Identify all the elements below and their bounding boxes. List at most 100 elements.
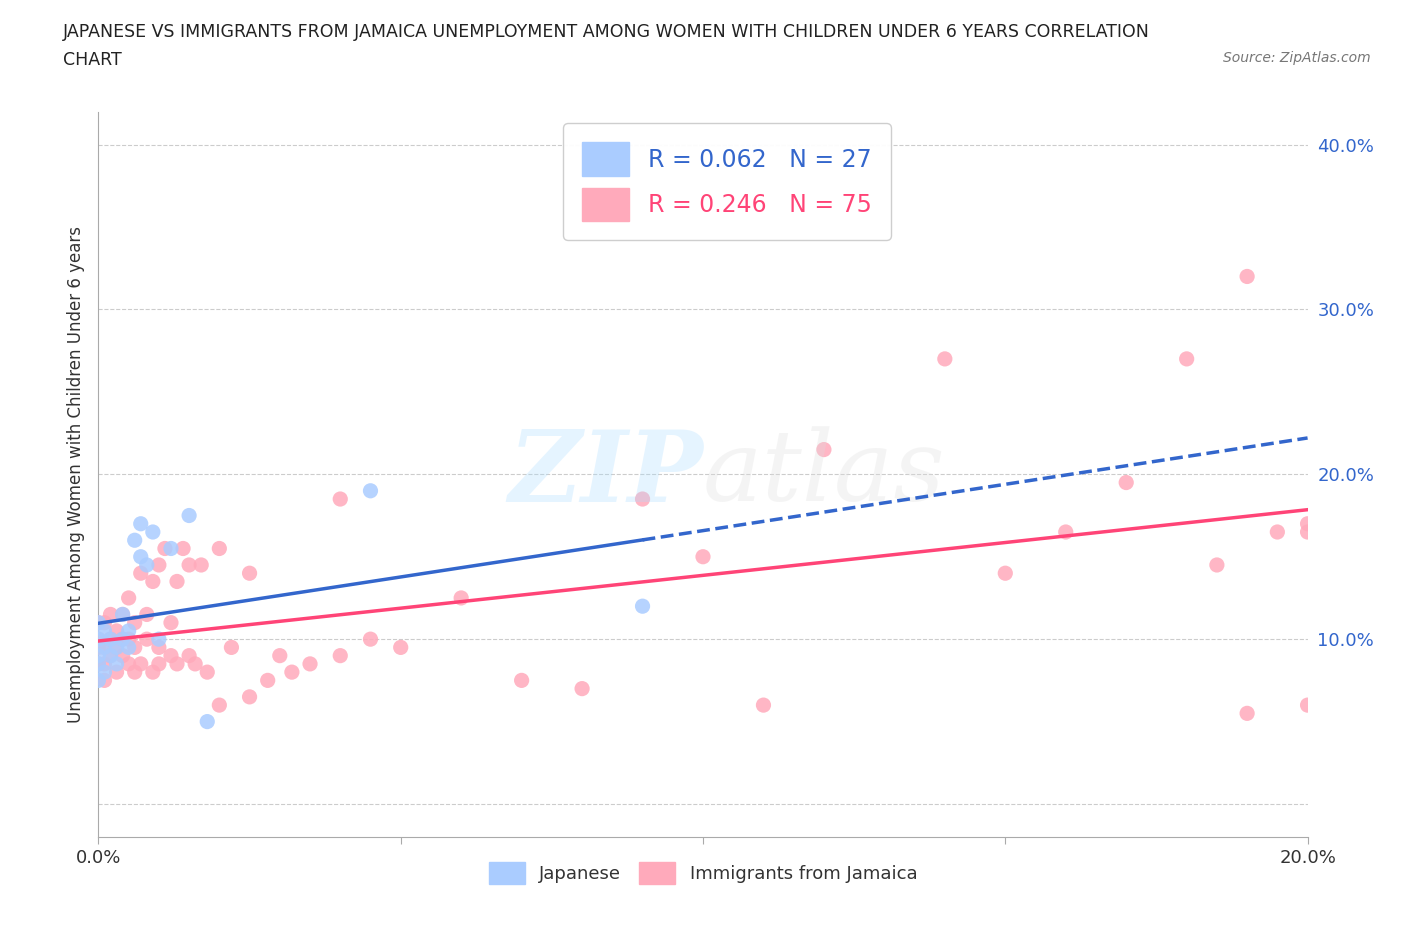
Point: [153, 541, 176, 556]
Point: [105, 623, 128, 638]
Point: [100, 648, 122, 663]
Point: [752, 698, 775, 712]
Point: [93, 673, 115, 688]
Point: [934, 352, 956, 366]
Point: [1054, 525, 1077, 539]
Point: [184, 657, 207, 671]
Point: [93, 657, 115, 671]
Point: [148, 657, 170, 671]
Point: [129, 550, 152, 565]
Point: [118, 623, 141, 638]
Point: [179, 648, 201, 663]
Point: [111, 607, 134, 622]
Point: [87, 657, 110, 671]
Legend: Japanese, Immigrants from Jamaica: Japanese, Immigrants from Jamaica: [479, 853, 927, 893]
Point: [1175, 352, 1198, 366]
Point: [160, 616, 183, 631]
Point: [269, 648, 291, 663]
Text: ZIP: ZIP: [509, 426, 704, 523]
Point: [179, 508, 201, 523]
Point: [87, 631, 110, 646]
Point: [87, 616, 110, 631]
Point: [124, 665, 146, 680]
Point: [510, 673, 533, 688]
Point: [329, 492, 352, 507]
Text: JAPANESE VS IMMIGRANTS FROM JAMAICA UNEMPLOYMENT AMONG WOMEN WITH CHILDREN UNDER: JAPANESE VS IMMIGRANTS FROM JAMAICA UNEM…: [63, 23, 1150, 41]
Point: [87, 640, 110, 655]
Point: [329, 648, 352, 663]
Point: [172, 541, 194, 556]
Point: [124, 533, 146, 548]
Point: [1296, 516, 1319, 531]
Point: [256, 673, 278, 688]
Point: [142, 574, 165, 589]
Point: [239, 689, 262, 704]
Point: [631, 492, 654, 507]
Point: [129, 657, 152, 671]
Point: [124, 640, 146, 655]
Point: [93, 640, 115, 655]
Point: [111, 648, 134, 663]
Point: [118, 591, 141, 605]
Point: [221, 640, 243, 655]
Point: [1236, 269, 1258, 284]
Point: [1296, 698, 1319, 712]
Point: [195, 714, 218, 729]
Point: [100, 631, 122, 646]
Point: [239, 565, 262, 580]
Point: [571, 681, 593, 696]
Point: [87, 616, 110, 631]
Point: [135, 631, 157, 646]
Point: [281, 665, 304, 680]
Point: [129, 516, 152, 531]
Point: [190, 558, 212, 573]
Point: [195, 665, 218, 680]
Point: [93, 616, 115, 631]
Point: [166, 574, 188, 589]
Point: [299, 657, 322, 671]
Point: [87, 631, 110, 646]
Point: [148, 558, 170, 573]
Point: [389, 640, 412, 655]
Point: [1236, 706, 1258, 721]
Point: [166, 657, 188, 671]
Point: [93, 640, 115, 655]
Point: [360, 484, 382, 498]
Point: [118, 657, 141, 671]
Point: [87, 657, 110, 671]
Point: [93, 623, 115, 638]
Point: [179, 558, 201, 573]
Point: [160, 648, 183, 663]
Point: [631, 599, 654, 614]
Point: [105, 657, 128, 671]
Point: [105, 665, 128, 680]
Point: [105, 640, 128, 655]
Point: [1267, 525, 1289, 539]
Point: [111, 631, 134, 646]
Point: [142, 665, 165, 680]
Point: [135, 607, 157, 622]
Point: [148, 631, 170, 646]
Point: [813, 442, 835, 457]
Point: [1296, 525, 1319, 539]
Point: [87, 673, 110, 688]
Point: [208, 698, 231, 712]
Text: atlas: atlas: [703, 427, 945, 522]
Point: [1206, 558, 1229, 573]
Point: [450, 591, 472, 605]
Point: [100, 631, 122, 646]
Point: [87, 648, 110, 663]
Point: [100, 648, 122, 663]
Point: [360, 631, 382, 646]
Point: [111, 607, 134, 622]
Point: [124, 616, 146, 631]
Text: Source: ZipAtlas.com: Source: ZipAtlas.com: [1223, 51, 1371, 65]
Point: [105, 640, 128, 655]
Point: [1115, 475, 1137, 490]
Point: [93, 665, 115, 680]
Point: [135, 558, 157, 573]
Point: [100, 607, 122, 622]
Point: [692, 550, 714, 565]
Text: CHART: CHART: [63, 51, 122, 69]
Point: [208, 541, 231, 556]
